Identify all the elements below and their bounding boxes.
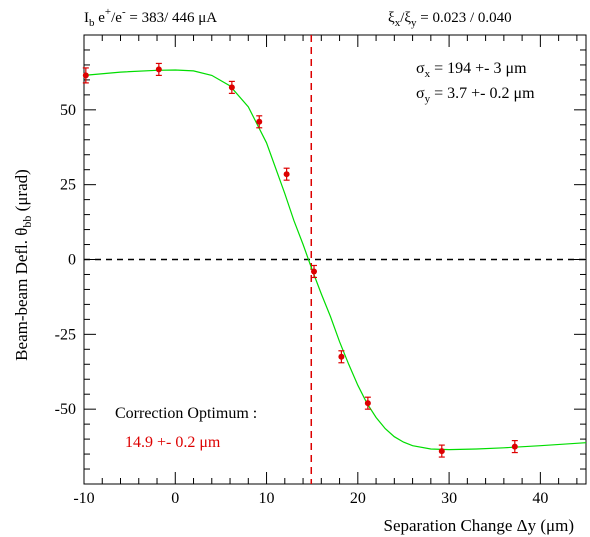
point-marker xyxy=(311,268,318,275)
axis-ticks xyxy=(83,34,586,485)
point-marker xyxy=(82,72,89,79)
current-symbol: I xyxy=(84,10,89,26)
point-marker xyxy=(228,84,235,91)
data-point xyxy=(283,167,290,181)
data-point xyxy=(256,115,263,129)
x-tick-label: 20 xyxy=(350,490,366,507)
data-point xyxy=(364,396,371,410)
y-tick-label: -50 xyxy=(55,401,76,418)
x-tick-label: 10 xyxy=(259,490,275,507)
y-axis-title-unit: (μrad) xyxy=(12,169,31,215)
data-points xyxy=(82,62,518,458)
point-marker xyxy=(256,118,263,125)
y-tick-label: 0 xyxy=(68,252,76,269)
sigma-y-value: = 3.7 +- 0.2 μm xyxy=(430,85,535,102)
tune-subscript-x: x xyxy=(395,17,401,29)
data-point xyxy=(311,264,318,279)
optimum-value: 14.9 +- 0.2 μm xyxy=(125,434,221,451)
y-tick-label: 50 xyxy=(60,102,76,119)
x-tick-label: 0 xyxy=(171,490,179,507)
y-axis-title-main: Beam-beam Defl. θ xyxy=(12,228,31,361)
tune-xi: ξ xyxy=(388,10,395,26)
sigma-x-value: = 194 +- 3 μm xyxy=(430,60,527,77)
x-tick-label: 40 xyxy=(532,490,548,507)
tune-slash-xi: /ξ xyxy=(400,10,411,26)
sigma-y-symbol: σ xyxy=(416,85,425,102)
optimum-label: Correction Optimum : xyxy=(115,405,257,422)
x-tick-label: 30 xyxy=(441,490,457,507)
sigma-x-annotation: σx = 194 +- 3 μm xyxy=(416,60,527,80)
current-superscript-plus: + xyxy=(105,6,111,18)
point-marker xyxy=(338,353,345,360)
y-tick-label: -25 xyxy=(55,326,76,343)
point-marker xyxy=(438,448,445,455)
sigma-y-annotation: σy = 3.7 +- 0.2 μm xyxy=(416,85,535,105)
y-tick-labels: 50 25 0 -25 -50 xyxy=(55,102,76,418)
current-species-e: e xyxy=(95,10,106,26)
y-axis-title-subscript: bb xyxy=(20,216,34,228)
tune-values: = 0.023 / 0.040 xyxy=(417,10,512,26)
tune-shift-header: ξx/ξy = 0.023 / 0.040 xyxy=(388,10,512,29)
current-subscript: b xyxy=(89,17,95,29)
current-values: = 383/ 446 μA xyxy=(126,10,218,26)
current-slash-e: /e xyxy=(111,10,122,26)
point-marker xyxy=(364,400,371,407)
y-tick-label: 25 xyxy=(60,177,76,194)
sigma-x-subscript: x xyxy=(425,68,431,80)
point-marker xyxy=(511,443,518,450)
data-point xyxy=(511,439,518,454)
beam-current-header: Ib e+/e- = 383/ 446 μA xyxy=(84,6,217,29)
sigma-y-subscript: y xyxy=(425,93,431,105)
point-marker xyxy=(155,66,162,73)
fit-curve xyxy=(83,69,587,451)
x-tick-label: -10 xyxy=(73,490,94,507)
y-axis-title: Beam-beam Defl. θbb (μrad) xyxy=(12,169,34,361)
x-axis-title: Separation Change Δy (μm) xyxy=(384,516,574,535)
data-point xyxy=(82,67,89,84)
current-superscript-minus: - xyxy=(122,6,126,18)
sigma-x-symbol: σ xyxy=(416,60,425,77)
tune-subscript-y: y xyxy=(411,17,417,29)
data-point xyxy=(438,444,445,458)
point-marker xyxy=(283,171,290,178)
x-tick-labels: -10 0 10 20 30 40 xyxy=(73,490,548,507)
data-point xyxy=(228,80,235,94)
data-point xyxy=(155,62,162,77)
data-point xyxy=(338,350,345,364)
